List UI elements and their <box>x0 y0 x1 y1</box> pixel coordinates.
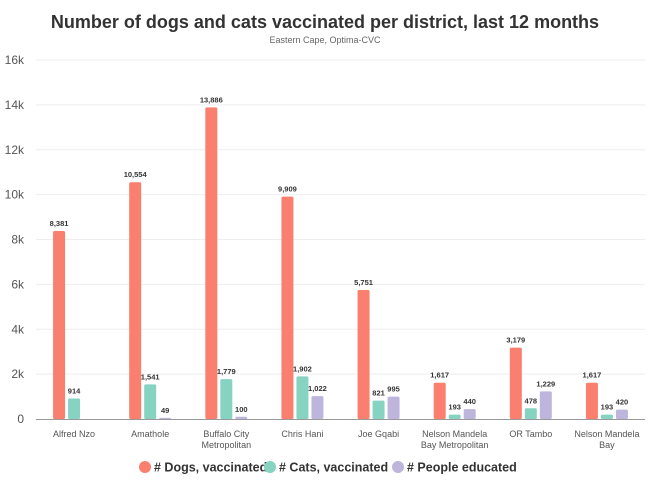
data-label: 478 <box>525 396 538 405</box>
bar[interactable] <box>68 398 81 419</box>
y-tick-label: 4k <box>11 322 25 336</box>
bar[interactable] <box>159 417 172 419</box>
data-label: 193 <box>601 403 614 412</box>
legend-swatch <box>392 461 404 473</box>
legend-label: # People educated <box>407 461 517 475</box>
y-tick-label: 0 <box>17 412 24 426</box>
data-label: 1,022 <box>308 384 327 393</box>
bar[interactable] <box>296 376 309 419</box>
y-tick-label: 8k <box>11 233 25 247</box>
x-tick-label: Amathole <box>131 429 169 439</box>
data-label: 420 <box>616 398 629 407</box>
legend-item[interactable]: # People educated <box>392 461 517 475</box>
bar[interactable] <box>53 230 66 419</box>
bar[interactable] <box>585 382 598 419</box>
data-label: 1,229 <box>536 379 555 388</box>
x-tick-label: Metropolitan <box>202 440 252 450</box>
y-tick-label: 6k <box>11 277 25 291</box>
legend-swatch <box>264 461 276 473</box>
data-label: 1,541 <box>141 372 160 381</box>
data-label: 914 <box>68 386 81 395</box>
bar[interactable] <box>311 396 324 419</box>
legend-item[interactable]: # Dogs, vaccinated <box>139 461 267 475</box>
bar[interactable] <box>357 289 370 419</box>
bar[interactable] <box>144 384 157 419</box>
y-tick-label: 2k <box>11 367 25 381</box>
data-label: 9,909 <box>278 185 297 194</box>
y-tick-label: 12k <box>5 143 25 157</box>
chart-subtitle: Eastern Cape, Optima-CVC <box>269 35 381 45</box>
y-tick-label: 14k <box>5 98 25 112</box>
bar[interactable] <box>387 396 400 419</box>
data-label: 821 <box>372 389 385 398</box>
data-label: 100 <box>235 405 248 414</box>
legend-label: # Cats, vaccinated <box>279 461 388 475</box>
bar[interactable] <box>281 196 294 419</box>
x-tick-label: Nelson Mandela <box>574 429 639 439</box>
data-label: 1,617 <box>430 371 449 380</box>
y-tick-label: 10k <box>5 188 25 202</box>
bar[interactable] <box>205 107 218 420</box>
x-tick-label: Bay Metropolitan <box>421 440 489 450</box>
bar[interactable] <box>235 416 248 419</box>
data-label: 13,886 <box>200 95 223 104</box>
bar[interactable] <box>129 182 142 419</box>
chart-title: Number of dogs and cats vaccinated per d… <box>51 12 599 32</box>
data-label: 995 <box>387 385 400 394</box>
data-label: 1,902 <box>293 364 312 373</box>
legend-label: # Dogs, vaccinated <box>154 461 267 475</box>
data-label: 1,617 <box>583 371 602 380</box>
bar[interactable] <box>448 414 461 419</box>
legend-swatch <box>139 461 151 473</box>
data-label: 5,751 <box>354 278 373 287</box>
data-label: 440 <box>463 397 476 406</box>
bar[interactable] <box>372 400 385 419</box>
y-tick-label: 16k <box>5 53 25 67</box>
bar[interactable] <box>463 409 476 419</box>
x-tick-label: Alfred Nzo <box>53 429 95 439</box>
data-label: 8,381 <box>50 219 69 228</box>
x-tick-label: Nelson Mandela <box>422 429 487 439</box>
legend-item[interactable]: # Cats, vaccinated <box>264 461 388 475</box>
data-label: 49 <box>161 406 169 415</box>
bar[interactable] <box>600 414 613 419</box>
x-tick-label: Chris Hani <box>281 429 323 439</box>
x-tick-label: Joe Gqabi <box>358 429 399 439</box>
x-tick-label: Buffalo City <box>203 429 249 439</box>
bar[interactable] <box>615 409 628 419</box>
data-label: 193 <box>448 403 461 412</box>
bar[interactable] <box>433 382 446 419</box>
bar[interactable] <box>539 391 552 419</box>
data-label: 10,554 <box>124 170 148 179</box>
x-tick-label: OR Tambo <box>509 429 552 439</box>
x-tick-label: Bay <box>599 440 615 450</box>
data-label: 3,179 <box>506 336 525 345</box>
bar[interactable] <box>524 408 537 419</box>
bar[interactable] <box>509 347 522 419</box>
bar[interactable] <box>220 379 233 419</box>
data-label: 1,779 <box>217 367 236 376</box>
